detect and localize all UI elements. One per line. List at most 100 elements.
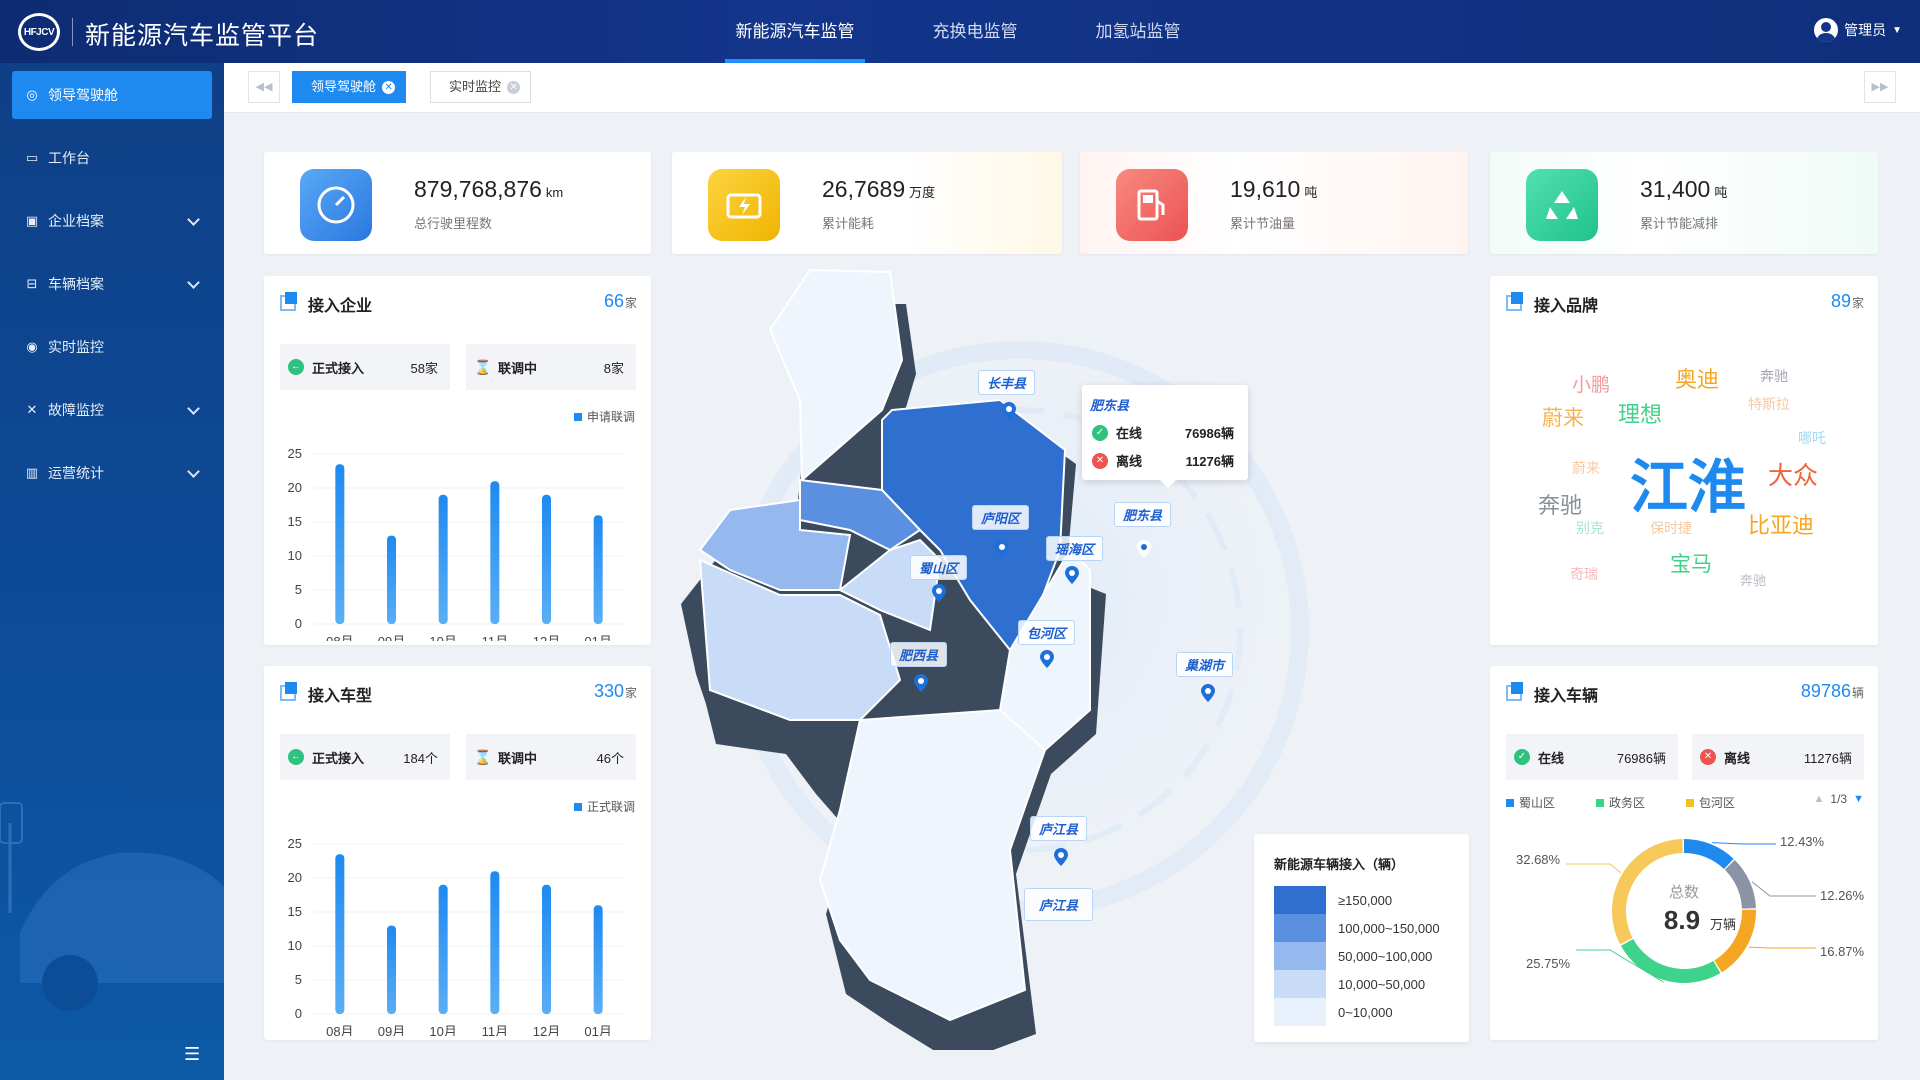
vehicles-panel: 接入车辆 89786辆 ✓ 在线 76986辆 ✕ 离线 11276辆 蜀山区 …: [1490, 666, 1878, 1040]
map-region-changfeng[interactable]: [768, 268, 904, 483]
brand-word[interactable]: 理想: [1618, 402, 1663, 427]
brand-word[interactable]: 大众: [1768, 462, 1819, 490]
brand-word[interactable]: 比亚迪: [1748, 513, 1815, 538]
chevron-down-icon: [187, 465, 200, 478]
page-up-icon[interactable]: ▲: [1813, 793, 1825, 805]
map-pin-icon[interactable]: [932, 584, 946, 602]
sidebar-item-dashboard[interactable]: ◎ 领导驾驶舱: [12, 71, 212, 119]
brand-word[interactable]: 奔驰: [1760, 368, 1788, 384]
donut-slice[interactable]: [1724, 859, 1756, 909]
legend-swatch: [1506, 798, 1514, 807]
donut-slice[interactable]: [1612, 839, 1683, 945]
donut-center-unit: 万辆: [1710, 917, 1736, 932]
brand-logo: HFJCV: [18, 13, 60, 51]
brand-word[interactable]: 奇瑞: [1570, 566, 1598, 582]
bar[interactable]: [387, 925, 396, 1014]
sidebar-item-label: 故障监控: [48, 402, 104, 418]
brand-word[interactable]: 蔚来: [1542, 407, 1584, 430]
close-icon[interactable]: ✕: [382, 80, 396, 94]
top-bar: HFJCV 新能源汽车监管平台 新能源汽车监管 充换电监管 加氢站监管 管理员 …: [0, 0, 1920, 63]
bar[interactable]: [490, 481, 500, 624]
close-icon[interactable]: ✕: [507, 80, 521, 94]
nav-tab-hydrogen-monitor[interactable]: 加氢站监管: [1068, 0, 1208, 63]
brand-word[interactable]: 小鹏: [1572, 375, 1611, 396]
legend-item-shushan[interactable]: 蜀山区: [1506, 794, 1555, 811]
bar[interactable]: [542, 884, 551, 1014]
brand-word[interactable]: 奔驰: [1538, 493, 1583, 518]
sidebar-item-vehicle[interactable]: ⊟ 车辆档案: [12, 260, 212, 308]
map-pin-icon[interactable]: [1201, 684, 1215, 702]
map-pin-icon[interactable]: [1065, 566, 1079, 584]
brand-word[interactable]: 哪吒: [1798, 430, 1826, 446]
nav-active-indicator: [725, 59, 865, 63]
brand-word[interactable]: 特斯拉: [1748, 396, 1790, 412]
pill-value: 8家: [603, 360, 624, 376]
map-label-feixi[interactable]: 肥西县: [890, 642, 948, 667]
bar[interactable]: [593, 905, 603, 1014]
map-label-changfeng[interactable]: 长丰县: [978, 370, 1036, 395]
map-pin-icon[interactable]: [914, 674, 928, 692]
map-label-lujiang[interactable]: 庐江县: [1030, 816, 1088, 841]
x-tick-label: 12月: [533, 634, 560, 641]
tabs-scroll-left-icon[interactable]: ◀◀: [248, 71, 280, 103]
sidebar-item-label: 车辆档案: [48, 276, 104, 292]
tab-dashboard[interactable]: 领导驾驶舱 ✕: [292, 71, 407, 103]
stat-value: 31,400 吨: [1640, 176, 1728, 202]
sidebar-item-fault[interactable]: ✕ 故障监控: [12, 386, 212, 434]
brand-word[interactable]: 奥迪: [1675, 367, 1720, 392]
page-down-icon[interactable]: ▼: [1853, 793, 1864, 805]
nav-tab-label: 新能源汽车监管: [735, 22, 855, 41]
map-label-luyang[interactable]: 庐阳区: [972, 505, 1030, 530]
map-label-baohe[interactable]: 包河区: [1018, 620, 1076, 645]
tab-realtime[interactable]: 实时监控 ✕: [430, 71, 532, 103]
bar[interactable]: [542, 494, 551, 624]
map-label-shushan[interactable]: 蜀山区: [910, 555, 968, 580]
map-label-yaohai[interactable]: 瑶海区: [1046, 536, 1104, 561]
bar[interactable]: [438, 494, 448, 624]
tabs-scroll-right-icon[interactable]: ▶▶: [1864, 71, 1896, 103]
map-pin-icon[interactable]: [1040, 650, 1054, 668]
map-pin-icon[interactable]: [1054, 848, 1068, 866]
section-title: 接入品牌: [1534, 298, 1599, 315]
sidebar-item-stats[interactable]: ▥ 运营统计: [12, 449, 212, 497]
brand-word[interactable]: 宝马: [1670, 553, 1712, 576]
chevron-down-icon: [187, 276, 200, 289]
stat-card-mileage: 879,768,876 km 总行驶里程数: [264, 152, 651, 254]
collapse-menu-icon[interactable]: ☰: [184, 1044, 201, 1064]
brand-word[interactable]: 别克: [1576, 520, 1604, 536]
bar[interactable]: [593, 515, 603, 624]
sidebar-item-enterprise[interactable]: ▣ 企业档案: [12, 197, 212, 245]
nav-tab-charging-monitor[interactable]: 充换电监管: [905, 0, 1045, 63]
legend-swatch: [1274, 942, 1326, 970]
section-icon: [280, 682, 297, 701]
sidebar-item-workbench[interactable]: ▭ 工作台: [12, 134, 212, 182]
user-menu[interactable]: 管理员 ▼: [1814, 18, 1902, 42]
sidebar-item-realtime[interactable]: ◉ 实时监控: [12, 323, 212, 371]
map-pin-icon[interactable]: [1137, 540, 1151, 558]
map-pin-icon[interactable]: [995, 540, 1009, 558]
map-pin-icon[interactable]: [1002, 402, 1016, 420]
bar[interactable]: [438, 884, 448, 1014]
brand-word[interactable]: 奔驰: [1740, 573, 1767, 588]
map-label-lujiang-box[interactable]: 庐江县: [1024, 888, 1094, 921]
brand-word[interactable]: 蔚来: [1572, 460, 1600, 476]
bar[interactable]: [335, 854, 345, 1014]
map-region-lujiang[interactable]: [818, 708, 1047, 1022]
map-region-feixi[interactable]: [698, 558, 902, 721]
location-icon: ◉: [26, 339, 38, 354]
bar[interactable]: [490, 871, 500, 1014]
bar[interactable]: [387, 535, 396, 624]
donut-slice[interactable]: [1714, 909, 1756, 973]
map-label-feidong[interactable]: 肥东县: [1114, 502, 1172, 527]
map-label-chaohu[interactable]: 巢湖市: [1176, 652, 1234, 677]
brand-word[interactable]: 江淮: [1630, 455, 1747, 520]
y-tick-label: 10: [288, 938, 302, 953]
donut-slice[interactable]: [1684, 839, 1734, 869]
legend-item-zhengwu[interactable]: 政务区: [1596, 794, 1645, 811]
nav-tab-nev-monitor[interactable]: 新能源汽车监管: [725, 0, 865, 63]
legend-item-baohe[interactable]: 包河区: [1686, 794, 1735, 811]
pill-label: 正式接入: [312, 750, 365, 766]
bar[interactable]: [335, 464, 345, 624]
check-circle-icon: ←: [288, 749, 304, 765]
brand-word[interactable]: 保时捷: [1650, 520, 1692, 536]
